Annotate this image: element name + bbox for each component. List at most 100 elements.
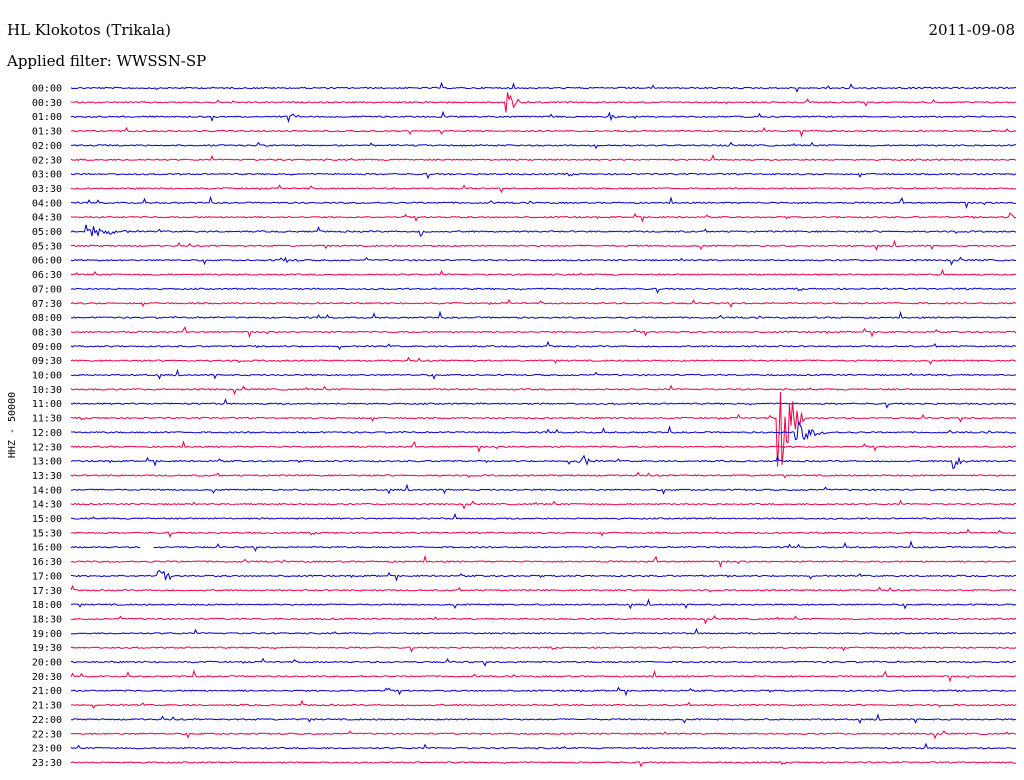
trace-row-0200 (70, 141, 1017, 150)
trace-row-2000 (70, 657, 1016, 667)
row-time-label: 02:00 (32, 141, 62, 152)
row-time-label: 19:00 (32, 629, 62, 640)
date-label: 2011-09-08 (929, 21, 1015, 39)
trace-row-0730 (70, 298, 1017, 308)
row-time-label: 04:30 (32, 213, 62, 224)
row-time-label: 17:30 (32, 586, 62, 597)
row-time-label: 16:30 (32, 557, 62, 568)
trace-row-0000 (70, 81, 1017, 93)
trace-row-0500 (70, 224, 1017, 238)
trace-row-1030 (70, 384, 1017, 395)
row-time-label: 03:00 (32, 170, 62, 181)
trace-row-1200 (70, 421, 1016, 441)
trace-row-1130 (70, 391, 1017, 467)
row-time-label: 11:00 (32, 399, 62, 410)
row-time-label: 05:30 (32, 241, 62, 252)
row-time-label: 01:30 (32, 127, 62, 138)
row-time-label: 12:30 (32, 442, 62, 453)
trace-row-1900 (70, 627, 1017, 635)
trace-row-0430 (70, 212, 1017, 223)
row-time-label: 21:00 (32, 686, 62, 697)
row-time-label: 15:00 (32, 514, 62, 525)
row-time-label: 08:30 (32, 327, 62, 338)
row-time-label: 14:00 (32, 485, 62, 496)
row-time-label: 02:30 (32, 155, 62, 166)
row-time-label: 22:00 (32, 715, 62, 726)
trace-row-0130 (70, 126, 1017, 138)
trace-row-1600 (70, 539, 1017, 553)
trace-row-2230 (70, 729, 1017, 740)
trace-row-2300 (70, 742, 1017, 750)
trace-row-2330 (70, 760, 1016, 768)
row-time-label: 00:00 (32, 84, 62, 95)
row-time-label: 13:30 (32, 471, 62, 482)
trace-row-0830 (70, 326, 1017, 339)
trace-row-1400 (70, 483, 1017, 495)
row-time-label: 04:00 (32, 198, 62, 209)
trace-row-1800 (70, 598, 1017, 610)
trace-row-0930 (70, 356, 1017, 365)
trace-row-1330 (70, 471, 1017, 479)
row-time-label: 20:30 (32, 672, 62, 683)
trace-row-1700 (71, 569, 1017, 582)
station-title: HL Klokotos (Trikala) (7, 21, 171, 39)
trace-row-0600 (70, 256, 1017, 266)
trace-row-2200 (70, 713, 1017, 725)
row-time-label: 05:00 (32, 227, 62, 238)
trace-row-1000 (70, 368, 1017, 381)
trace-row-1230 (70, 440, 1016, 454)
row-time-label: 01:00 (32, 112, 62, 123)
row-time-label: 20:00 (32, 658, 62, 669)
trace-row-1530 (70, 528, 1017, 539)
row-time-label: 09:30 (32, 356, 62, 367)
trace-row-0100 (70, 110, 1016, 124)
row-time-label: 13:00 (32, 457, 62, 468)
trace-row-0400 (70, 195, 1017, 210)
row-time-label: 12:00 (32, 428, 62, 439)
trace-row-1930 (70, 646, 1017, 653)
trace-row-1830 (71, 615, 1017, 625)
row-time-label: 18:30 (32, 614, 62, 625)
trace-row-2100 (70, 686, 1017, 697)
trace-row-0030 (70, 92, 1016, 113)
trace-row-1430 (70, 499, 1016, 510)
row-time-label: 17:00 (32, 571, 62, 582)
trace-row-0300 (70, 172, 1017, 180)
trace-row-0330 (70, 184, 1017, 194)
trace-row-2030 (70, 669, 1017, 683)
trace-row-2130 (70, 699, 1017, 709)
row-time-label: 00:30 (32, 98, 62, 109)
row-time-label: 22:30 (32, 729, 62, 740)
row-time-label: 10:30 (32, 385, 62, 396)
trace-row-0800 (70, 310, 1017, 319)
row-time-label: 21:30 (32, 701, 62, 712)
trace-rows: 00:00 00:30 01:00 01:30 02:00 02:30 03:00 03:30… (32, 81, 1017, 769)
trace-row-0630 (70, 268, 1017, 276)
trace-row-1100 (70, 398, 1017, 409)
row-time-label: 14:30 (32, 500, 62, 511)
trace-row-1730 (70, 584, 1017, 593)
row-time-label: 06:00 (32, 256, 62, 267)
row-time-label: 18:00 (32, 600, 62, 611)
trace-row-0900 (70, 340, 1017, 351)
row-time-label: 11:30 (32, 414, 62, 425)
row-time-label: 07:30 (32, 299, 62, 310)
trace-row-0530 (70, 239, 1017, 251)
row-time-label: 09:00 (32, 342, 62, 353)
row-time-label: 08:00 (32, 313, 62, 324)
row-time-label: 19:30 (32, 643, 62, 654)
row-time-label: 03:30 (32, 184, 62, 195)
trace-row-1630 (70, 554, 1017, 568)
row-time-label: 10:00 (32, 371, 62, 382)
trace-row-0230 (70, 154, 1017, 162)
row-time-label: 23:00 (32, 744, 62, 755)
trace-row-0700 (70, 287, 1017, 295)
row-time-label: 16:00 (32, 543, 62, 554)
filter-label: Applied filter: WWSSN-SP (6, 52, 206, 70)
row-time-label: 23:30 (32, 758, 62, 769)
row-time-label: 07:00 (32, 284, 62, 295)
y-axis-label: HHZ - 50000 (7, 392, 18, 458)
trace-row-1500 (70, 512, 1017, 521)
row-time-label: 15:30 (32, 528, 62, 539)
